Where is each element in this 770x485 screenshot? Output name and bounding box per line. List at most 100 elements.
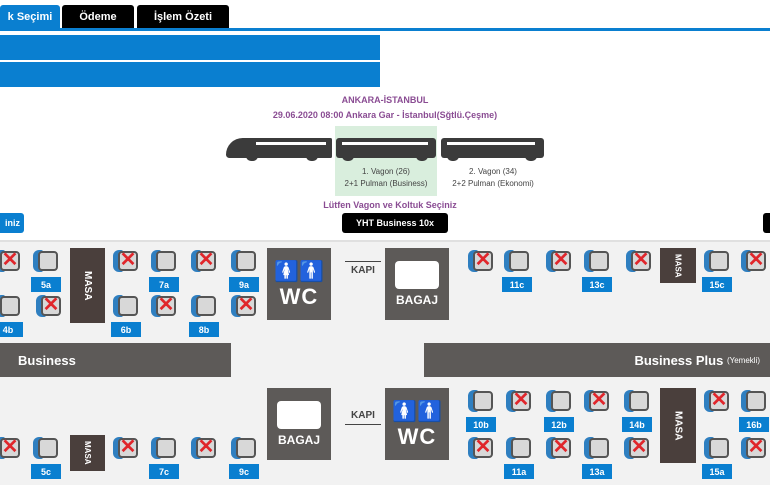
seat-number[interactable]: 12b — [544, 417, 574, 432]
taken-x-icon: ✕ — [237, 294, 255, 316]
seat-taken: ✕ — [35, 293, 63, 319]
business-plus-note: (Yemekli) — [726, 355, 760, 365]
seat-icon — [551, 251, 571, 271]
taken-x-icon: ✕ — [552, 249, 570, 271]
luggage-icon — [395, 261, 439, 289]
seat-icon — [589, 251, 609, 271]
seat-available[interactable] — [150, 248, 178, 274]
next-button[interactable] — [763, 213, 770, 233]
seat-taken: ✕ — [112, 248, 140, 274]
taken-x-icon: ✕ — [197, 436, 215, 458]
seat-taken: ✕ — [703, 388, 731, 414]
seat-available[interactable] — [467, 388, 495, 414]
wc-icon: 🚺🚹 — [274, 260, 324, 283]
seat-taken: ✕ — [583, 388, 611, 414]
seat-available[interactable] — [583, 248, 611, 274]
seat-icon — [551, 391, 571, 411]
seat-available[interactable] — [583, 435, 611, 461]
luggage-icon — [277, 401, 321, 429]
taken-x-icon: ✕ — [747, 436, 765, 458]
select-button[interactable]: iniz — [0, 213, 24, 233]
tab-payment[interactable]: Ödeme — [62, 5, 134, 29]
wagon-type: 2+2 Pulman (Ekonomi) — [452, 179, 534, 188]
seat-number[interactable]: 9a — [229, 277, 259, 292]
taken-x-icon: ✕ — [42, 294, 60, 316]
seat-number[interactable]: 15a — [702, 464, 732, 479]
seat-available[interactable] — [703, 248, 731, 274]
seat-number[interactable]: 15c — [702, 277, 732, 292]
seat-taken: ✕ — [740, 435, 768, 461]
seat-number[interactable]: 5a — [31, 277, 61, 292]
seat-available[interactable] — [230, 248, 258, 274]
seat-number[interactable]: 7a — [149, 277, 179, 292]
seat-available[interactable] — [740, 388, 768, 414]
seat-available[interactable] — [505, 435, 533, 461]
wagon-name: 1. Vagon (26) — [362, 167, 410, 176]
info-bar — [0, 62, 380, 87]
seat-icon — [473, 391, 493, 411]
table-masa: MASA — [70, 248, 105, 323]
seat-taken: ✕ — [467, 248, 495, 274]
seat-number[interactable]: 8b — [189, 322, 219, 337]
wagon-2-info[interactable]: 2. Vagon (34) 2+2 Pulman (Ekonomi) — [440, 166, 546, 190]
seat-available[interactable] — [190, 293, 218, 319]
seat-icon — [509, 251, 529, 271]
taken-x-icon: ✕ — [630, 436, 648, 458]
business-plus-label: Business Plus — [634, 352, 724, 368]
seat-icon — [41, 296, 61, 316]
seat-number[interactable]: 14b — [622, 417, 652, 432]
selected-wagon-highlight — [335, 126, 437, 196]
seat-number[interactable]: 13a — [582, 464, 612, 479]
wagon-2[interactable] — [441, 138, 544, 161]
info-bar — [0, 35, 380, 60]
taken-x-icon: ✕ — [747, 249, 765, 271]
seat-icon — [196, 296, 216, 316]
seat-taken: ✕ — [190, 248, 218, 274]
seat-icon — [629, 391, 649, 411]
seat-available[interactable] — [0, 293, 22, 319]
seat-number[interactable]: 16b — [739, 417, 769, 432]
seat-available[interactable] — [150, 435, 178, 461]
wagon-name: 2. Vagon (34) — [469, 167, 517, 176]
taken-x-icon: ✕ — [552, 436, 570, 458]
tab-seat-selection[interactable]: k Seçimi — [0, 5, 60, 29]
seat-number[interactable]: 10b — [466, 417, 496, 432]
seat-number[interactable]: 5c — [31, 464, 61, 479]
seat-taken: ✕ — [0, 435, 22, 461]
wagon-1-info[interactable]: 1. Vagon (26) 2+1 Pulman (Business) — [335, 166, 437, 190]
tab-summary[interactable]: İşlem Özeti — [137, 5, 229, 29]
seat-number[interactable]: 11c — [502, 277, 532, 292]
seat-taken: ✕ — [467, 435, 495, 461]
wagon-1[interactable] — [336, 138, 436, 161]
seat-icon — [118, 251, 138, 271]
business-plus-section-label: Business Plus (Yemekli) — [424, 343, 770, 377]
seat-number[interactable]: 6b — [111, 322, 141, 337]
seat-number[interactable]: 11a — [504, 464, 534, 479]
seat-icon — [709, 251, 729, 271]
taken-x-icon: ✕ — [197, 249, 215, 271]
luggage-area: BAGAJ — [267, 388, 331, 460]
seat-icon — [0, 251, 20, 271]
wagon-type-button[interactable]: YHT Business 10x — [342, 213, 448, 233]
seat-available[interactable] — [623, 388, 651, 414]
seat-available[interactable] — [32, 435, 60, 461]
seat-taken: ✕ — [112, 435, 140, 461]
seat-available[interactable] — [112, 293, 140, 319]
seat-number[interactable]: 4b — [0, 322, 23, 337]
seat-available[interactable] — [32, 248, 60, 274]
table-masa: MASA — [660, 388, 696, 463]
seat-available[interactable] — [545, 388, 573, 414]
seat-number[interactable]: 13c — [582, 277, 612, 292]
seat-number[interactable]: 9c — [229, 464, 259, 479]
seat-available[interactable] — [703, 435, 731, 461]
seat-number[interactable]: 7c — [149, 464, 179, 479]
seat-icon — [0, 296, 20, 316]
seat-icon — [196, 438, 216, 458]
seat-icon — [0, 438, 20, 458]
seat-available[interactable] — [230, 435, 258, 461]
taken-x-icon: ✕ — [474, 436, 492, 458]
taken-x-icon: ✕ — [157, 294, 175, 316]
taken-x-icon: ✕ — [632, 249, 650, 271]
door-label: KAPI — [345, 410, 381, 428]
seat-available[interactable] — [503, 248, 531, 274]
